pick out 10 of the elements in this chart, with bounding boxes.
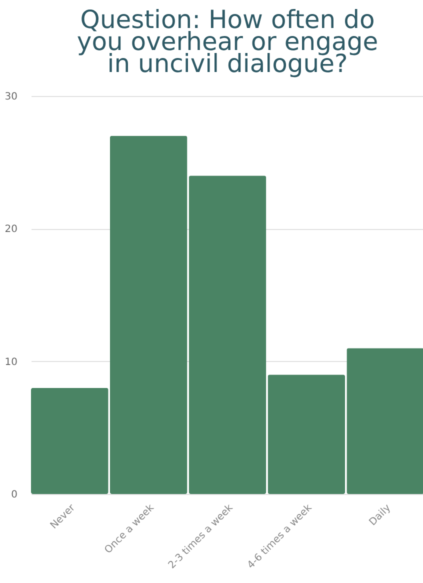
- y-tick-label: 20: [4, 224, 18, 236]
- bar: [268, 374, 346, 494]
- y-tick-label: 0: [11, 490, 18, 500]
- bar: [188, 176, 266, 494]
- bar: [31, 388, 108, 494]
- chart-title: Question: How often do you overhear or engage in uncivil dialogue?: [76, 5, 378, 78]
- bar: [110, 136, 188, 494]
- y-tick-label: 10: [4, 356, 18, 368]
- y-tick-label: 30: [4, 92, 18, 102]
- bar: [346, 348, 423, 494]
